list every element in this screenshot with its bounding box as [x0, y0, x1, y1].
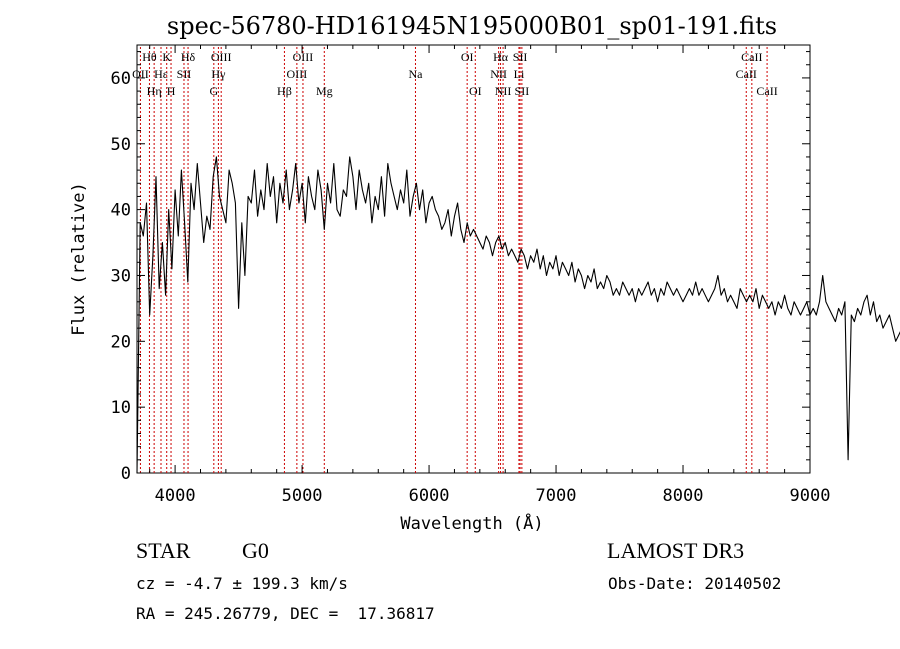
- x-tick-label: 6000: [409, 486, 450, 506]
- plot-frame: [136, 44, 811, 474]
- emission-line-label: CaII: [741, 50, 762, 64]
- emission-line-label: OI: [469, 84, 482, 98]
- redshift-value: cz = -4.7 ± 199.3 km/s: [136, 574, 348, 593]
- survey-name: LAMOST DR3: [607, 538, 745, 563]
- emission-line-label: Li: [514, 67, 525, 81]
- y-axis: 0 10 20 30 40 50 60: [111, 51, 810, 484]
- emission-line-label: CaII: [756, 84, 777, 98]
- x-axis: 4000 5000 6000 7000 8000 9000: [149, 45, 831, 506]
- y-tick-label: 10: [111, 398, 131, 418]
- emission-line-label: Na: [408, 67, 423, 81]
- emission-line-markers: [139, 47, 768, 473]
- emission-line-label: Hβ: [277, 84, 292, 98]
- emission-line-label: Mg: [316, 84, 333, 98]
- emission-line-label: H: [167, 84, 176, 98]
- emission-line-label: Hθ: [142, 50, 157, 64]
- y-axis-label: Flux (relative): [69, 182, 89, 336]
- emission-line-label: Hη: [147, 84, 162, 98]
- x-tick-label: 5000: [282, 486, 323, 506]
- y-tick-label: 60: [111, 69, 131, 89]
- y-tick-label: 0: [121, 464, 131, 484]
- emission-line-label: SII: [177, 67, 192, 81]
- emission-line-label: Hδ: [181, 50, 196, 64]
- emission-line-label: SII: [513, 50, 528, 64]
- emission-line-label: OII: [132, 67, 149, 81]
- emission-line-label: Hα: [493, 50, 509, 64]
- chart-title: spec-56780-HD161945N195000B01_sp01-191.f…: [167, 12, 777, 40]
- y-tick-label: 50: [111, 135, 131, 155]
- y-tick-label: 30: [111, 266, 131, 286]
- emission-line-label: Hε: [154, 67, 168, 81]
- emission-line-label: OIII: [287, 67, 308, 81]
- observation-date: Obs-Date: 20140502: [608, 574, 782, 593]
- emission-line-label: NII: [490, 67, 507, 81]
- x-tick-label: 8000: [663, 486, 704, 506]
- emission-line-label: Hγ: [211, 67, 226, 81]
- object-type: STAR: [136, 538, 191, 563]
- emission-line-label: OI: [461, 50, 474, 64]
- coordinates: RA = 245.26779, DEC = 17.36817: [136, 604, 435, 623]
- x-tick-label: 9000: [790, 486, 831, 506]
- emission-line-label: SII: [515, 84, 530, 98]
- emission-line-label: NII: [495, 84, 512, 98]
- y-tick-label: 20: [111, 332, 131, 352]
- emission-line-label: G: [209, 84, 218, 98]
- emission-line-label: K: [162, 50, 171, 64]
- spectrum-line: [136, 156, 900, 474]
- emission-line-label: OIII: [211, 50, 232, 64]
- emission-line-label: CaII: [736, 67, 757, 81]
- x-tick-label: 7000: [536, 486, 577, 506]
- x-tick-label: 4000: [155, 486, 196, 506]
- x-axis-label: Wavelength (Å): [400, 512, 543, 534]
- y-tick-label: 40: [111, 201, 131, 221]
- subclass: G0: [242, 538, 269, 563]
- emission-line-label: OIII: [293, 50, 314, 64]
- emission-line-labels: OIIHθHηHεKHSIIHδGHγOIIIHβOIIIOIIIMgNaOIO…: [132, 50, 778, 98]
